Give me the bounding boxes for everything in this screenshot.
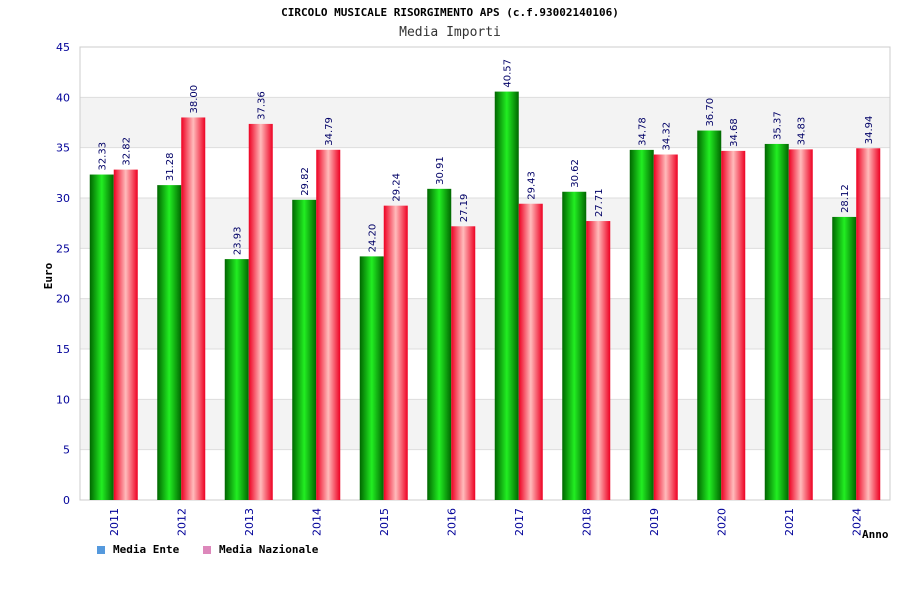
bar-value-label: 23.93 — [233, 226, 244, 255]
bar-media-nazionale — [856, 148, 881, 500]
x-tick-label: 2012 — [175, 508, 188, 536]
grid-band — [80, 399, 890, 450]
bar-media-ente — [359, 256, 384, 500]
bar-value-label: 31.28 — [165, 152, 176, 181]
bar-media-ente — [494, 91, 519, 500]
bar-media-ente — [832, 216, 857, 500]
x-tick-label: 2016 — [445, 508, 458, 536]
grid-band — [80, 298, 890, 349]
bar-value-label: 30.91 — [435, 156, 446, 185]
bar-value-label: 34.83 — [797, 117, 808, 146]
bar-media-nazionale — [113, 169, 138, 500]
x-tick-label: 2021 — [783, 508, 796, 536]
bar-media-nazionale — [181, 117, 206, 500]
chart-title: CIRCOLO MUSICALE RISORGIMENTO APS (c.f.9… — [281, 6, 619, 19]
y-tick-label: 40 — [56, 91, 70, 104]
bar-media-ente — [562, 191, 587, 500]
y-tick-label: 10 — [56, 393, 70, 406]
bar-media-ente — [629, 149, 654, 500]
chart-subtitle: Media Importi — [399, 25, 501, 40]
bar-media-ente — [764, 143, 789, 500]
y-tick-label: 5 — [63, 444, 70, 457]
bar-value-label: 32.82 — [122, 137, 133, 166]
y-tick-label: 0 — [63, 494, 70, 507]
bar-value-label: 24.20 — [368, 224, 379, 253]
x-axis: 2011 2012 2013 2014 2015 2016 2017 2018 2019 2020… — [108, 508, 864, 536]
bar-value-label: 38.00 — [189, 85, 200, 114]
y-axis-label: Euro — [42, 262, 55, 289]
bar-media-nazionale — [788, 149, 813, 501]
bar-value-label: 34.78 — [638, 117, 649, 146]
bar-media-nazionale — [653, 154, 678, 500]
y-tick-label: 25 — [56, 242, 70, 255]
grid-bands — [80, 97, 890, 450]
legend-label-ente: Media Ente — [113, 543, 180, 556]
legend-label-nazionale: Media Nazionale — [219, 543, 319, 556]
bar-value-label: 29.43 — [527, 171, 538, 200]
bar-media-ente — [157, 185, 182, 500]
bar-value-label: 28.12 — [840, 184, 851, 213]
legend-item-ente: Media Ente — [97, 543, 179, 556]
bar-media-nazionale — [586, 221, 611, 500]
bar-media-nazionale — [316, 149, 341, 500]
x-tick-label: 2015 — [378, 508, 391, 536]
legend-swatch-nazionale — [203, 545, 211, 554]
bar-value-label: 32.33 — [98, 142, 109, 171]
legend-item-nazionale: Media Nazionale — [203, 543, 318, 556]
grid-band — [80, 198, 890, 249]
bar-value-label: 34.94 — [864, 116, 875, 145]
bar-value-label: 29.82 — [300, 167, 311, 196]
bar-value-label: 37.36 — [257, 91, 268, 120]
bar-media-nazionale — [721, 150, 746, 500]
bar-media-ente — [292, 199, 317, 500]
bar-value-label: 35.37 — [773, 111, 784, 140]
value-labels: 32.33 32.82 31.28 38.00 23.93 37.36 29.82 34.79… — [98, 59, 876, 255]
x-tick-label: 2018 — [580, 508, 593, 536]
x-tick-label: 2014 — [310, 508, 323, 536]
grid-band — [80, 97, 890, 148]
bar-media-nazionale — [248, 123, 273, 500]
x-tick-label: 2011 — [108, 508, 121, 536]
bar-media-ente — [224, 259, 249, 500]
x-tick-label: 2019 — [648, 508, 661, 536]
x-tick-label: 2017 — [513, 508, 526, 536]
bars — [89, 91, 881, 501]
bar-value-label: 36.70 — [705, 98, 716, 127]
bar-media-nazionale — [383, 205, 408, 500]
x-tick-label: 2020 — [715, 508, 728, 536]
bar-value-label: 40.57 — [503, 59, 514, 88]
bar-value-label: 29.24 — [392, 173, 403, 202]
x-tick-label: 2024 — [850, 508, 863, 536]
bar-value-label: 27.71 — [594, 188, 605, 217]
bar-media-nazionale — [518, 203, 543, 500]
bar-value-label: 34.79 — [324, 117, 335, 146]
y-tick-label: 45 — [56, 41, 70, 54]
bar-value-label: 27.19 — [459, 194, 470, 223]
x-tick-label: 2013 — [243, 508, 256, 536]
bar-media-nazionale — [451, 226, 476, 500]
bar-value-label: 34.68 — [729, 118, 740, 147]
y-axis: 0 5 10 15 20 25 30 35 40 45 — [56, 41, 70, 507]
y-tick-label: 35 — [56, 142, 70, 155]
y-tick-label: 20 — [56, 293, 70, 306]
bar-media-ente — [697, 130, 722, 500]
legend-swatch-ente — [97, 545, 105, 554]
bar-media-ente — [427, 188, 452, 500]
y-tick-label: 15 — [56, 343, 70, 356]
bar-value-label: 30.62 — [570, 159, 581, 188]
bar-value-label: 34.32 — [662, 122, 673, 151]
bar-media-ente — [89, 174, 114, 500]
y-tick-label: 30 — [56, 192, 70, 205]
x-axis-label: Anno — [862, 528, 889, 541]
plot-frame — [79, 46, 891, 501]
